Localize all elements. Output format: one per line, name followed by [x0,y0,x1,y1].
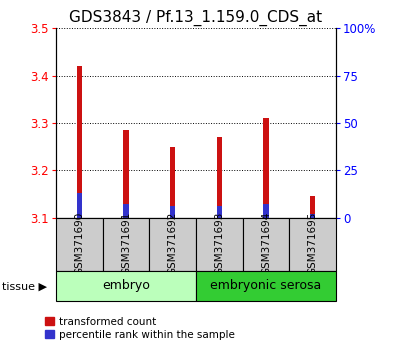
Bar [263,118,269,218]
Bar [310,214,316,218]
Bar [170,147,176,218]
Bar [149,218,196,271]
Bar [76,66,82,218]
Bar [56,271,196,301]
Bar [76,193,82,218]
Bar [170,206,176,218]
Text: GSM371691: GSM371691 [121,211,131,275]
Bar [243,218,289,271]
Bar [123,130,129,218]
Text: embryonic serosa: embryonic serosa [210,279,322,292]
Bar [216,206,222,218]
Text: embryo: embryo [102,279,150,292]
Bar [289,218,336,271]
Bar [216,137,222,218]
Text: GSM371693: GSM371693 [214,211,224,275]
Legend: transformed count, percentile rank within the sample: transformed count, percentile rank withi… [45,317,235,340]
Title: GDS3843 / Pf.13_1.159.0_CDS_at: GDS3843 / Pf.13_1.159.0_CDS_at [70,9,322,25]
Text: GSM371692: GSM371692 [168,211,178,275]
Bar [310,196,316,218]
Bar [196,218,243,271]
Bar [103,218,149,271]
Text: tissue ▶: tissue ▶ [2,282,47,292]
Text: GSM371694: GSM371694 [261,211,271,275]
Bar [196,271,336,301]
Bar [263,205,269,218]
Text: GSM371695: GSM371695 [308,211,318,275]
Text: GSM371690: GSM371690 [74,212,84,275]
Bar [123,205,129,218]
Bar [56,218,103,271]
